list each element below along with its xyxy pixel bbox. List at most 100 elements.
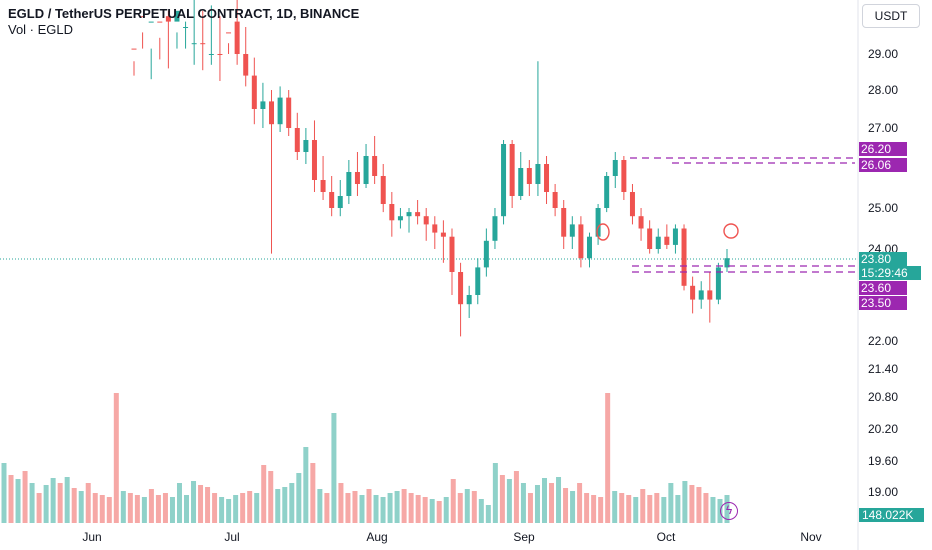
volume-bar [499,475,505,523]
volume-bar [591,495,597,523]
volume-bar [15,479,21,523]
volume-bar [106,497,112,523]
volume-bar [570,491,576,523]
volume-bar [50,478,56,523]
volume-bar [113,393,119,523]
price-axis-tick: 21.40 [868,362,899,376]
volume-bar [605,393,611,523]
volume-bar [310,463,316,523]
volume-bar [401,489,407,523]
volume-bar [134,495,140,523]
volume-bar [57,483,63,523]
volume-bar [22,471,28,523]
candle-body [715,267,721,300]
volume-bar [1,463,7,523]
volume-bar [29,483,35,523]
candle-body [509,144,515,196]
price-axis-tick: 25.00 [868,201,899,215]
price-tag-23-60: 23.60 [859,281,907,295]
candle-body [320,180,326,192]
volume-bar [689,485,695,523]
volume-bar [191,481,197,523]
time-axis-tick: Jun [82,530,102,544]
volume-bar [422,497,428,523]
volume-bar [373,495,379,523]
candle-body [191,43,197,45]
drawings [596,157,855,273]
price-tag-26-06: 26.06 [859,158,907,172]
candle-body [423,216,429,225]
lightning-icon[interactable]: ϟ [720,502,738,520]
price-tag-23-50: 23.50 [859,296,907,310]
time-axis-tick: Jul [224,530,240,544]
volume-bar [78,491,84,523]
volume-bar [563,488,569,523]
volume-bar [366,489,372,523]
candle-body [672,228,678,245]
candle-body [251,75,257,109]
candle-body [638,216,644,229]
volume-bar [394,491,400,523]
volume-bar [212,493,218,523]
candle-body [397,216,403,221]
volume-bar [198,485,204,523]
volume-bar [296,473,302,523]
volume-bar [436,501,442,523]
candle-body [440,232,446,237]
volume-bars [1,393,730,523]
currency-selector[interactable]: USDT [862,4,920,28]
candle-body [303,140,309,152]
volume-bar [443,497,449,523]
volume-bar [457,493,463,523]
volume-bar [184,495,190,523]
price-axis-tick: 20.80 [868,390,899,404]
candle-body [243,54,249,76]
volume-bar [619,493,625,523]
candle-body [140,16,146,18]
candle-body [286,97,292,128]
candle-body [329,192,335,208]
volume-bar [647,495,653,523]
candle-body [647,228,653,249]
candle-body [561,208,567,237]
volume-bar [520,483,526,523]
time-axis-tick: Oct [656,530,676,544]
volume-bar [703,493,709,523]
chart-legend: EGLD / TetherUS PERPETUAL CONTRACT, 1D, … [8,6,359,38]
volume-bar [85,483,91,523]
symbol-title[interactable]: EGLD / TetherUS PERPETUAL CONTRACT, 1D, … [8,6,360,21]
candle-body [595,208,601,237]
volume-bar [556,477,562,523]
volume-bar [696,487,702,523]
volume-bar [127,493,133,523]
candle-body [612,160,618,176]
candle-body [518,168,524,196]
volume-bar [148,489,154,523]
volume-value-tag: 148.022K [859,508,924,522]
volume-bar [534,485,540,523]
volume-bar [176,483,182,523]
candle-body [217,54,223,55]
volume-bar [36,493,42,523]
candle-body [544,164,550,192]
price-axis-tick: 28.00 [868,83,899,97]
candle-body [690,285,696,300]
volume-indicator-label[interactable]: Vol · EGLD [8,22,74,37]
volume-bar [261,465,267,523]
price-axis-tick: 19.60 [868,454,899,468]
candle-body [578,224,584,259]
candle-body [655,236,661,249]
volume-bar [169,497,175,523]
candle-body [183,27,189,28]
price-tag-26-20: 26.20 [859,142,907,156]
time-axis-tick: Sep [513,530,535,544]
candle-body [458,272,464,305]
volume-bar [415,495,421,523]
candle-body [552,192,558,208]
volume-bar [352,491,358,523]
volume-bar [675,495,681,523]
volume-bar [387,493,393,523]
candle-body [363,156,369,184]
candle-body [432,224,438,233]
